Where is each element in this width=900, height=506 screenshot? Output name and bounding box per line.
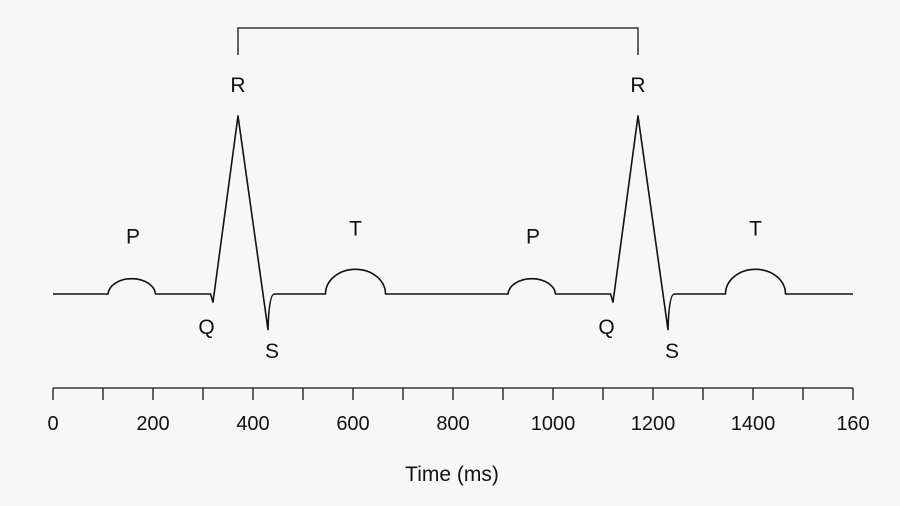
ecg-series-line-0 [53, 115, 853, 331]
wave-label-s-3: S [265, 340, 279, 363]
x-tick-label-0: 0 [47, 413, 58, 435]
wave-label-q-6: Q [598, 316, 614, 339]
x-tick-label-200: 200 [136, 413, 169, 435]
wave-label-s-8: S [665, 340, 679, 363]
wave-label-t-4: T [349, 217, 362, 240]
x-tick-label-1400: 1400 [731, 413, 776, 435]
rr-interval-bracket [237, 27, 639, 55]
x-tick-label-800: 800 [436, 413, 469, 435]
wave-label-q-1: Q [198, 316, 214, 339]
x-tick-label-1600: 160 [836, 413, 869, 435]
x-tick-label-400: 400 [236, 413, 269, 435]
x-tick-label-600: 600 [336, 413, 369, 435]
wave-label-p-5: P [526, 226, 540, 249]
x-tick-label-1000: 1000 [531, 413, 576, 435]
x-tick-label-1200: 1200 [631, 413, 676, 435]
wave-label-p-0: P [126, 226, 140, 249]
wave-labels: P Q R S T P Q R S T [126, 74, 762, 363]
ecg-waveform [53, 115, 853, 331]
wave-label-r-2: R [230, 74, 245, 97]
x-axis: 0 200 400 600 800 1000 1200 1400 160 [47, 387, 870, 435]
rr-bracket-line [237, 27, 639, 55]
wave-label-t-9: T [749, 217, 762, 240]
wave-label-r-7: R [630, 74, 645, 97]
x-axis-title: Time (ms) [405, 463, 499, 486]
